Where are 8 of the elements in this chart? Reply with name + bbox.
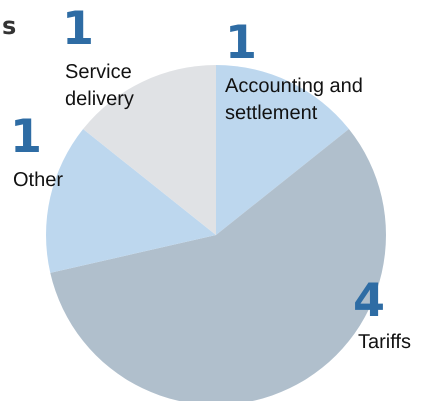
data-label: 1 bbox=[10, 109, 42, 163]
slice-label: Tariffs bbox=[358, 331, 411, 353]
slice-label: Other bbox=[13, 169, 64, 191]
slice-label: Accounting and settlement bbox=[225, 75, 363, 124]
data-label: 1 bbox=[62, 1, 94, 55]
data-label: 1 bbox=[225, 15, 258, 69]
slice-label: Service delivery bbox=[65, 61, 134, 110]
text: s bbox=[2, 12, 16, 40]
